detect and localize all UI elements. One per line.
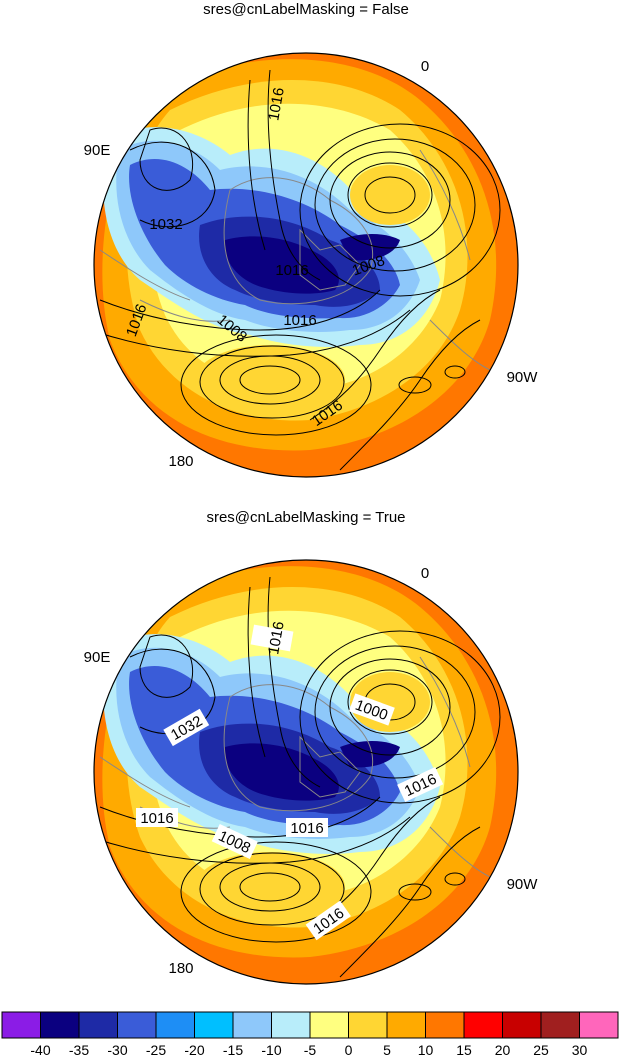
- contour-label-group: 1016: [286, 818, 328, 837]
- map-boundary: [93, 559, 519, 985]
- map-fill: [94, 560, 518, 984]
- colorbar-swatch: [232, 1011, 272, 1039]
- colorbar-label: -35: [69, 1042, 89, 1058]
- colorbar-label: 30: [572, 1042, 588, 1058]
- contour-label-group: 1016: [250, 620, 294, 656]
- colorbar-label: -30: [107, 1042, 127, 1058]
- lon-label-0: 0: [421, 565, 429, 582]
- colorbar-label: -15: [223, 1042, 243, 1058]
- colorbar-label: -40: [30, 1042, 50, 1058]
- colorbar-swatch: [425, 1011, 465, 1039]
- contour-label: 1016: [265, 86, 288, 122]
- colorbar-swatch: [194, 1011, 234, 1039]
- colorbar-label: 5: [383, 1042, 391, 1058]
- colorbar-label: 20: [495, 1042, 511, 1058]
- colorbar-label: -5: [304, 1042, 317, 1058]
- lon-label-90e: 90E: [84, 142, 111, 159]
- lon-label-90w: 90W: [507, 369, 539, 386]
- lon-label-180: 180: [168, 453, 193, 470]
- colorbar-swatch: [117, 1011, 157, 1039]
- colorbar-swatch: [348, 1011, 388, 1039]
- colorbar-label: 0: [345, 1042, 353, 1058]
- colorbar-swatch: [271, 1011, 311, 1039]
- lon-label-90e: 90E: [84, 649, 111, 666]
- contour-label: 1016: [283, 312, 316, 329]
- colorbar-swatch: [463, 1011, 503, 1039]
- contour-label: 1016: [265, 620, 288, 656]
- panel-title: sres@cnLabelMasking = False: [203, 1, 409, 18]
- colorbar-swatch: [40, 1011, 80, 1039]
- colorbar: -40 -35 -30 -25 -20 -15 -10 -5 0 5 10 15 20 25 30: [1, 1011, 619, 1058]
- contour-label-group: 1016: [136, 808, 178, 827]
- colorbar-label: 25: [533, 1042, 549, 1058]
- colorbar-swatch: [540, 1011, 580, 1039]
- colorbar-label: -20: [184, 1042, 204, 1058]
- colorbar-swatch: [309, 1011, 349, 1039]
- contour-label: 1016: [290, 820, 323, 837]
- colorbar-label: 15: [456, 1042, 472, 1058]
- contour-label: 1032: [149, 216, 182, 233]
- colorbar-swatch: [502, 1011, 542, 1039]
- lon-label-0: 0: [421, 58, 429, 75]
- panel-title: sres@cnLabelMasking = True: [206, 509, 405, 526]
- colorbar-swatch: [155, 1011, 195, 1039]
- map-boundary: [93, 52, 519, 478]
- colorbar-label: -10: [261, 1042, 281, 1058]
- colorbar-swatch: [579, 1011, 619, 1039]
- contour-label: 1016: [140, 810, 173, 827]
- lon-label-180: 180: [168, 960, 193, 977]
- colorbar-label: -25: [146, 1042, 166, 1058]
- panel-top: sres@cnLabelMasking = False: [84, 1, 539, 478]
- colorbar-swatch: [386, 1011, 426, 1039]
- panel-bottom: sres@cnLabelMasking = True: [84, 509, 539, 985]
- lon-label-90w: 90W: [507, 876, 539, 893]
- colorbar-swatch: [78, 1011, 118, 1039]
- contour-label: 1016: [275, 262, 308, 279]
- colorbar-label: 10: [418, 1042, 434, 1058]
- map-fill: [94, 53, 518, 477]
- colorbar-swatch: [1, 1011, 41, 1039]
